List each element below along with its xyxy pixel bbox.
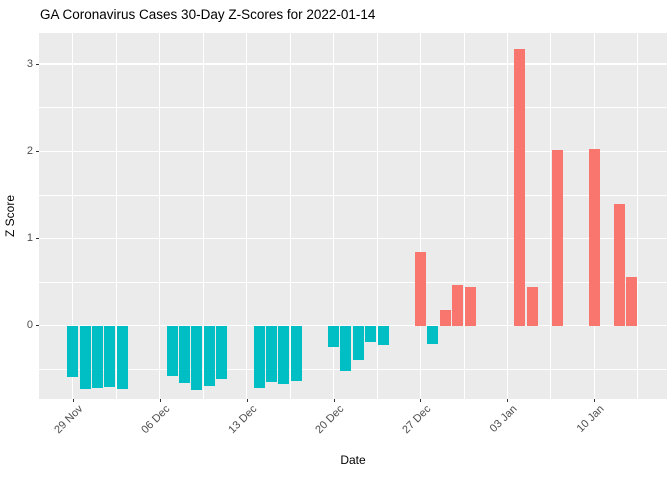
x-axis-tick: [420, 399, 422, 402]
x-major-gridline: [72, 33, 74, 399]
x-tick-label: 20 Dec: [312, 403, 347, 437]
y-axis-title: Z Score: [3, 194, 17, 238]
bar: [178, 325, 190, 384]
bar: [526, 287, 538, 326]
bar: [191, 325, 203, 391]
y-axis-tick: [36, 238, 39, 239]
y-tick-label: 3: [26, 57, 33, 70]
x-major-gridline: [332, 33, 335, 399]
bar: [104, 325, 116, 387]
bar: [265, 325, 277, 383]
x-minor-gridline: [289, 33, 291, 399]
x-minor-gridline: [202, 33, 204, 399]
x-major-gridline: [245, 33, 248, 399]
y-minor-gridline: [39, 281, 667, 283]
x-tick-label: 27 Dec: [399, 403, 433, 437]
plot-panel: [39, 33, 667, 399]
bar: [79, 325, 91, 390]
x-tick-label: 03 Jan: [488, 403, 520, 435]
bar: [452, 284, 464, 326]
bar: [278, 325, 290, 385]
bar: [551, 149, 563, 326]
y-minor-gridline: [39, 368, 667, 370]
bar: [328, 325, 340, 348]
x-minor-gridline: [637, 33, 639, 399]
bar: [414, 252, 426, 326]
bar: [464, 287, 476, 326]
bar: [626, 276, 638, 326]
y-major-gridline: [39, 63, 667, 65]
x-axis-tick: [333, 399, 335, 402]
y-tick-label: 0: [26, 319, 33, 332]
x-minor-gridline: [550, 33, 552, 399]
x-major-gridline: [419, 33, 422, 399]
x-axis-tick: [246, 399, 248, 402]
y-minor-gridline: [39, 107, 667, 109]
bar: [514, 49, 526, 326]
y-minor-gridline: [39, 194, 667, 196]
x-axis-tick: [159, 399, 161, 402]
y-tick-label: 1: [26, 232, 33, 244]
bar: [365, 325, 377, 343]
bar: [290, 325, 302, 381]
bar: [116, 325, 128, 390]
x-axis-title: Date: [340, 453, 366, 467]
bar: [439, 310, 451, 326]
bar: [67, 325, 79, 378]
y-tick-label: 2: [26, 144, 33, 157]
chart-title: GA Coronavirus Cases 30-Day Z-Scores for…: [40, 7, 376, 22]
x-tick-label: 10 Jan: [574, 403, 607, 435]
y-major-gridline: [39, 237, 667, 240]
bar: [613, 204, 625, 326]
y-axis-tick: [36, 325, 39, 327]
bar: [427, 325, 439, 344]
bar: [352, 325, 364, 360]
x-axis-tick: [594, 399, 596, 402]
bar: [340, 325, 352, 372]
y-major-gridline: [39, 150, 667, 152]
x-axis-tick: [72, 399, 74, 402]
y-axis-tick: [36, 150, 39, 152]
x-major-gridline: [506, 33, 509, 399]
bar: [92, 325, 104, 388]
x-minor-gridline: [376, 33, 378, 399]
x-major-gridline: [158, 33, 161, 399]
x-axis-tick: [507, 399, 509, 402]
bar: [588, 148, 600, 326]
bar: [166, 325, 178, 377]
x-tick-label: 29 Nov: [52, 403, 86, 437]
x-minor-gridline: [463, 33, 465, 399]
x-minor-gridline: [115, 33, 117, 399]
bar: [377, 325, 389, 345]
x-tick-label: 13 Dec: [225, 403, 260, 437]
x-tick-label: 06 Dec: [138, 403, 173, 437]
y-axis-tick: [36, 63, 39, 65]
bar: [203, 325, 215, 386]
bar: [216, 325, 228, 379]
bar: [253, 325, 265, 388]
